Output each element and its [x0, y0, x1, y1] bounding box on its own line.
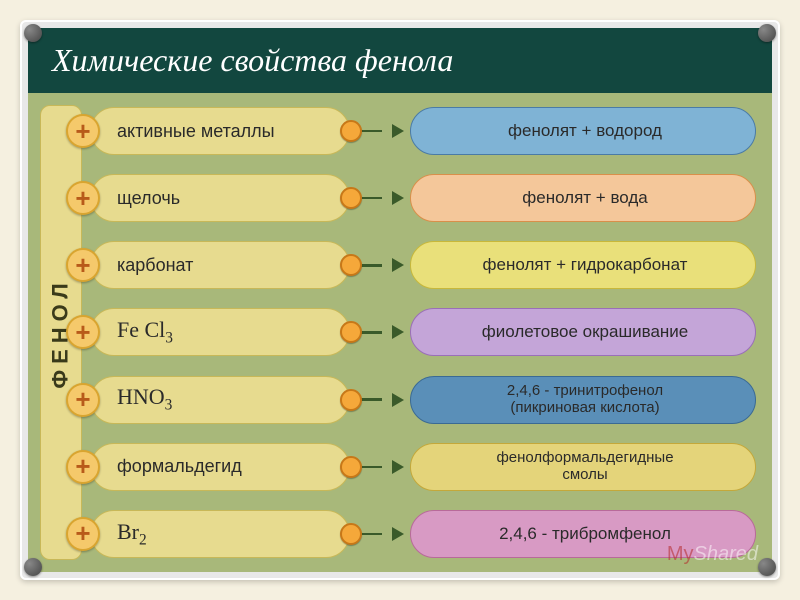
connector-dot-icon — [340, 254, 362, 276]
connector-dot-icon — [340, 389, 362, 411]
watermark: MyShared — [667, 543, 758, 566]
arrow-head-icon — [392, 393, 404, 407]
arrow-stem — [360, 331, 382, 334]
reaction-row: +HNO32,4,6 - тринитрофенол(пикриновая ки… — [88, 374, 756, 426]
connector-dot-icon — [340, 523, 362, 545]
reagent-pill: Br2 — [90, 510, 350, 558]
arrow-stem — [360, 197, 382, 200]
watermark-shared: Shared — [694, 543, 759, 565]
board-surface: Химические свойства фенола ФЕНОЛ +активн… — [28, 28, 772, 572]
product-pill: фенолформальдегидныесмолы — [410, 443, 756, 491]
arrow-head-icon — [392, 460, 404, 474]
reaction-rows: +активные металлыфенолят + водород+щелоч… — [88, 105, 756, 560]
arrow-head-icon — [392, 191, 404, 205]
product-pill: фиолетовое окрашивание — [410, 308, 756, 356]
reagent-pill: карбонат — [90, 241, 350, 289]
reagent-pill: активные металлы — [90, 107, 350, 155]
reaction-row: +карбонатфенолят + гидрокарбонат — [88, 239, 756, 291]
reaction-row: +Fe Cl3фиолетовое окрашивание — [88, 306, 756, 358]
product-pill: 2,4,6 - тринитрофенол(пикриновая кислота… — [410, 376, 756, 424]
arrow-head-icon — [392, 527, 404, 541]
reaction-row: +Br22,4,6 - трибромфенол — [88, 508, 756, 560]
reagent-pill: Fe Cl3 — [90, 308, 350, 356]
whiteboard-frame: Химические свойства фенола ФЕНОЛ +активн… — [20, 20, 780, 580]
frame-bolt — [24, 558, 42, 576]
frame-bolt — [24, 24, 42, 42]
arrow-stem — [360, 398, 382, 401]
reaction-row: +активные металлыфенолят + водород — [88, 105, 756, 157]
arrow-stem — [360, 466, 382, 469]
frame-bolt — [758, 558, 776, 576]
watermark-my: My — [667, 543, 694, 565]
connector-dot-icon — [340, 120, 362, 142]
product-pill: фенолят + водород — [410, 107, 756, 155]
plus-icon: + — [66, 517, 100, 551]
plus-icon: + — [66, 181, 100, 215]
diagram-content: ФЕНОЛ +активные металлыфенолят + водород… — [28, 93, 772, 572]
connector-dot-icon — [340, 187, 362, 209]
reaction-row: +формальдегидфенолформальдегидныесмолы — [88, 441, 756, 493]
connector-dot-icon — [340, 456, 362, 478]
arrow-head-icon — [392, 124, 404, 138]
arrow-head-icon — [392, 325, 404, 339]
arrow-stem — [360, 533, 382, 536]
plus-icon: + — [66, 114, 100, 148]
arrow-stem — [360, 130, 382, 133]
reagent-pill: HNO3 — [90, 376, 350, 424]
frame-bolt — [758, 24, 776, 42]
reagent-pill: щелочь — [90, 174, 350, 222]
reaction-row: +щелочьфенолят + вода — [88, 172, 756, 224]
arrow-stem — [360, 264, 382, 267]
plus-icon: + — [66, 383, 100, 417]
product-pill: фенолят + гидрокарбонат — [410, 241, 756, 289]
connector-dot-icon — [340, 321, 362, 343]
arrow-head-icon — [392, 258, 404, 272]
reagent-pill: формальдегид — [90, 443, 350, 491]
product-pill: фенолят + вода — [410, 174, 756, 222]
slide-title: Химические свойства фенола — [28, 28, 772, 93]
plus-icon: + — [66, 450, 100, 484]
